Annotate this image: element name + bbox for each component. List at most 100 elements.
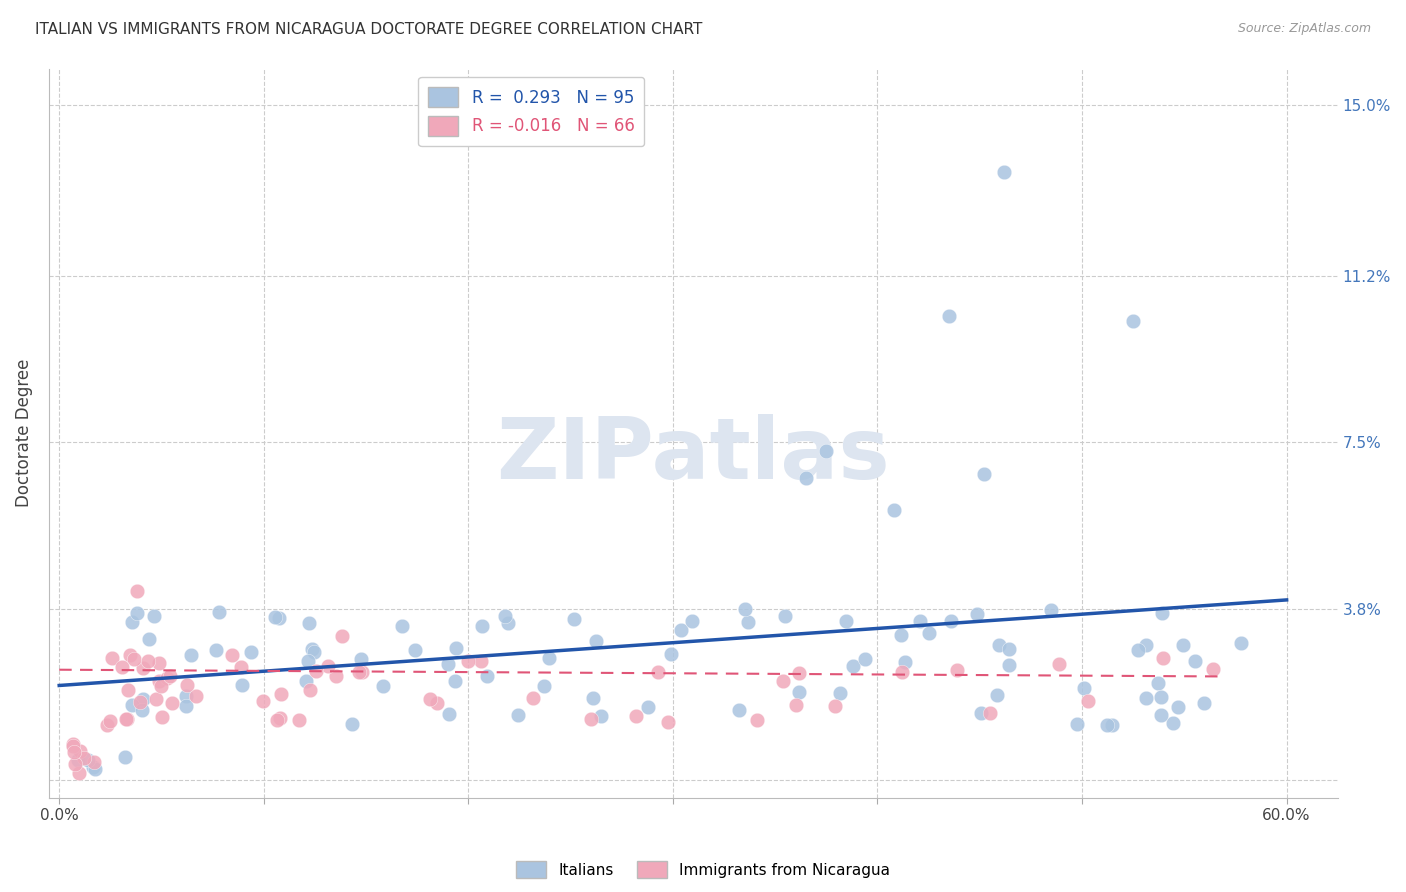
- Point: [998, 642, 1021, 657]
- Point: [111, 660, 134, 674]
- Point: [745, 713, 768, 727]
- Point: [65, 756, 87, 771]
- Point: [62, 745, 84, 759]
- Point: [160, 696, 183, 710]
- Point: [117, 682, 139, 697]
- Point: [681, 614, 703, 628]
- Point: [522, 690, 544, 705]
- Point: [180, 648, 202, 662]
- Point: [1192, 696, 1215, 710]
- Point: [67, 765, 90, 780]
- Point: [1150, 606, 1173, 620]
- Point: [966, 607, 988, 622]
- Y-axis label: Doctorate Degree: Doctorate Degree: [15, 359, 32, 508]
- Point: [494, 608, 516, 623]
- Point: [815, 444, 838, 458]
- Point: [446, 641, 468, 656]
- Point: [304, 664, 326, 678]
- Point: [176, 678, 198, 692]
- Point: [918, 626, 941, 640]
- Point: [824, 698, 846, 713]
- Point: [1161, 716, 1184, 731]
- Point: [624, 708, 647, 723]
- Text: ITALIAN VS IMMIGRANTS FROM NICARAGUA DOCTORATE DEGREE CORRELATION CHART: ITALIAN VS IMMIGRANTS FROM NICARAGUA DOC…: [35, 22, 703, 37]
- Point: [1047, 657, 1070, 672]
- Point: [131, 692, 153, 706]
- Point: [1101, 718, 1123, 732]
- Point: [69, 744, 91, 758]
- Point: [298, 616, 321, 631]
- Point: [294, 673, 316, 688]
- Point: [231, 660, 253, 674]
- Legend: R =  0.293   N = 95, R = -0.016   N = 66: R = 0.293 N = 95, R = -0.016 N = 66: [418, 77, 644, 146]
- Point: [148, 673, 170, 688]
- Point: [562, 612, 585, 626]
- Point: [1066, 717, 1088, 731]
- Point: [391, 619, 413, 633]
- Point: [1135, 690, 1157, 705]
- Point: [204, 642, 226, 657]
- Point: [252, 694, 274, 708]
- Point: [98, 714, 121, 728]
- Point: [669, 624, 692, 638]
- Point: [318, 659, 340, 673]
- Point: [297, 654, 319, 668]
- Point: [946, 663, 969, 677]
- Text: ZIPatlas: ZIPatlas: [496, 414, 890, 497]
- Point: [970, 706, 993, 720]
- Point: [100, 650, 122, 665]
- Point: [350, 665, 373, 679]
- Point: [537, 651, 560, 665]
- Point: [159, 668, 181, 682]
- Point: [325, 669, 347, 683]
- Point: [127, 606, 149, 620]
- Point: [437, 657, 460, 671]
- Point: [841, 659, 863, 673]
- Point: [579, 712, 602, 726]
- Point: [591, 709, 613, 723]
- Point: [659, 647, 682, 661]
- Point: [893, 655, 915, 669]
- Point: [1095, 718, 1118, 732]
- Point: [1167, 700, 1189, 714]
- Point: [150, 710, 173, 724]
- Point: [657, 714, 679, 729]
- Point: [1135, 638, 1157, 652]
- Point: [125, 583, 148, 598]
- Point: [471, 619, 494, 633]
- Point: [120, 648, 142, 662]
- Point: [1146, 676, 1168, 690]
- Point: [437, 707, 460, 722]
- Point: [174, 699, 197, 714]
- Point: [347, 665, 370, 679]
- Point: [288, 713, 311, 727]
- Point: [785, 698, 807, 712]
- Point: [350, 652, 373, 666]
- Point: [148, 656, 170, 670]
- Point: [121, 615, 143, 629]
- Point: [269, 710, 291, 724]
- Point: [734, 602, 756, 616]
- Point: [131, 703, 153, 717]
- Point: [993, 165, 1015, 179]
- Point: [470, 655, 492, 669]
- Point: [988, 638, 1011, 652]
- Point: [498, 616, 520, 631]
- Point: [404, 643, 426, 657]
- Point: [1122, 314, 1144, 328]
- Point: [883, 503, 905, 517]
- Point: [149, 680, 172, 694]
- Point: [131, 661, 153, 675]
- Point: [737, 615, 759, 629]
- Text: Source: ZipAtlas.com: Source: ZipAtlas.com: [1237, 22, 1371, 36]
- Point: [299, 683, 322, 698]
- Point: [728, 703, 751, 717]
- Point: [1184, 654, 1206, 668]
- Point: [115, 713, 138, 727]
- Point: [263, 610, 285, 624]
- Point: [270, 687, 292, 701]
- Point: [82, 760, 104, 774]
- Point: [443, 673, 465, 688]
- Point: [73, 751, 96, 765]
- Point: [128, 695, 150, 709]
